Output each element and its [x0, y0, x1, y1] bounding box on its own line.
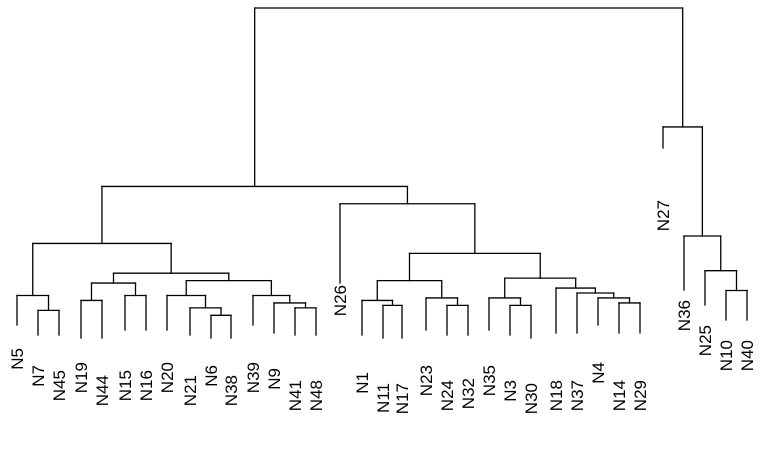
- leaf-label: N35: [480, 365, 499, 396]
- leaf-label: N29: [631, 380, 650, 411]
- leaf-label: N19: [72, 362, 91, 393]
- leaf-label: N6: [202, 365, 221, 387]
- leaf-label: N40: [738, 340, 757, 371]
- leaf-label: N3: [501, 380, 520, 402]
- leaf-label: N48: [307, 380, 326, 411]
- leaf-label: N1: [353, 372, 372, 394]
- leaf-label: N32: [459, 378, 478, 409]
- leaf-label: N16: [137, 370, 156, 401]
- leaf-label: N20: [158, 362, 177, 393]
- leaf-label: N9: [265, 368, 284, 390]
- leaf-label: N39: [244, 362, 263, 393]
- leaf-label: N24: [438, 380, 457, 411]
- leaf-label: N5: [8, 348, 27, 370]
- leaf-label: N10: [717, 340, 736, 371]
- leaf-label: N45: [50, 370, 69, 401]
- leaf-label: N36: [675, 300, 694, 331]
- leaf-label: N41: [286, 380, 305, 411]
- leaf-label: N18: [547, 380, 566, 411]
- leaf-label: N21: [181, 375, 200, 406]
- leaf-label: N23: [417, 365, 436, 396]
- leaf-label: N7: [29, 365, 48, 387]
- leaf-label: N27: [654, 200, 673, 231]
- leaf-label: N11: [374, 383, 393, 413]
- leaf-label: N30: [522, 383, 541, 414]
- leaf-label: N4: [589, 362, 608, 384]
- leaf-label: N44: [93, 375, 112, 406]
- leaf-label: N37: [568, 380, 587, 411]
- leaf-label: N15: [116, 370, 135, 401]
- leaf-label: N38: [222, 375, 241, 406]
- leaf-label: N14: [610, 380, 629, 411]
- leaf-label: N17: [393, 383, 412, 414]
- leaf-label: N25: [696, 325, 715, 356]
- leaf-label: N26: [331, 285, 350, 316]
- dendrogram-links: [16, 7, 748, 339]
